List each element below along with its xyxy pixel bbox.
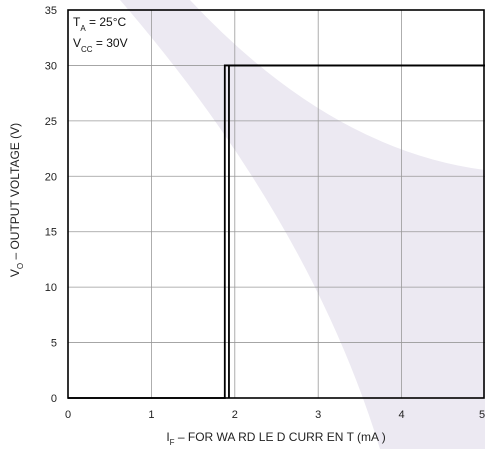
y-tick-label: 0 bbox=[51, 393, 57, 405]
condition-supply-voltage: VCC = 30V bbox=[73, 36, 128, 54]
y-tick-label: 5 bbox=[51, 338, 57, 350]
condition-temperature-value: = 25°C bbox=[86, 15, 127, 29]
condition-temperature-subscript: A bbox=[80, 24, 86, 33]
x-axis-subscript: F bbox=[170, 438, 175, 447]
x-tick-label: 4 bbox=[399, 409, 405, 421]
y-axis-symbol: V bbox=[8, 269, 22, 277]
x-axis-text: – FOR WA RD LE D CURR EN T (mA ) bbox=[175, 430, 386, 444]
background-watermark bbox=[120, 0, 485, 449]
y-tick-label: 20 bbox=[45, 171, 57, 183]
series-layer bbox=[68, 64, 485, 399]
y-tick-label: 15 bbox=[45, 227, 57, 239]
condition-temperature-symbol: T bbox=[73, 15, 81, 29]
x-tick-labels: 0 1 2 3 4 5 bbox=[65, 409, 485, 421]
condition-temperature: TA = 25°C bbox=[73, 15, 127, 33]
y-axis-text: – OUTPUT VOLTAGE (V) bbox=[8, 123, 22, 263]
condition-supply-value: = 30V bbox=[93, 36, 128, 50]
plot-frame bbox=[67, 9, 485, 399]
condition-supply-subscript: CC bbox=[81, 45, 93, 54]
x-axis-title: IF – FOR WA RD LE D CURR EN T (mA ) bbox=[166, 430, 385, 447]
y-tick-label: 25 bbox=[45, 116, 57, 128]
x-tick-label: 5 bbox=[479, 409, 485, 421]
y-axis-title: VO – OUTPUT VOLTAGE (V) bbox=[8, 123, 25, 277]
y-tick-label: 35 bbox=[45, 5, 57, 17]
y-axis-subscript: O bbox=[16, 263, 25, 269]
series-line-2 bbox=[228, 64, 485, 398]
x-tick-label: 1 bbox=[148, 409, 154, 421]
y-tick-label: 30 bbox=[45, 60, 57, 72]
y-tick-label: 10 bbox=[45, 282, 57, 294]
x-axis-symbol: I bbox=[166, 430, 169, 444]
condition-supply-symbol: V bbox=[73, 36, 81, 50]
x-tick-label: 3 bbox=[315, 409, 321, 421]
x-tick-label: 0 bbox=[65, 409, 71, 421]
y-tick-labels: 0 5 10 15 20 25 30 35 bbox=[45, 5, 57, 405]
x-tick-label: 2 bbox=[232, 409, 238, 421]
